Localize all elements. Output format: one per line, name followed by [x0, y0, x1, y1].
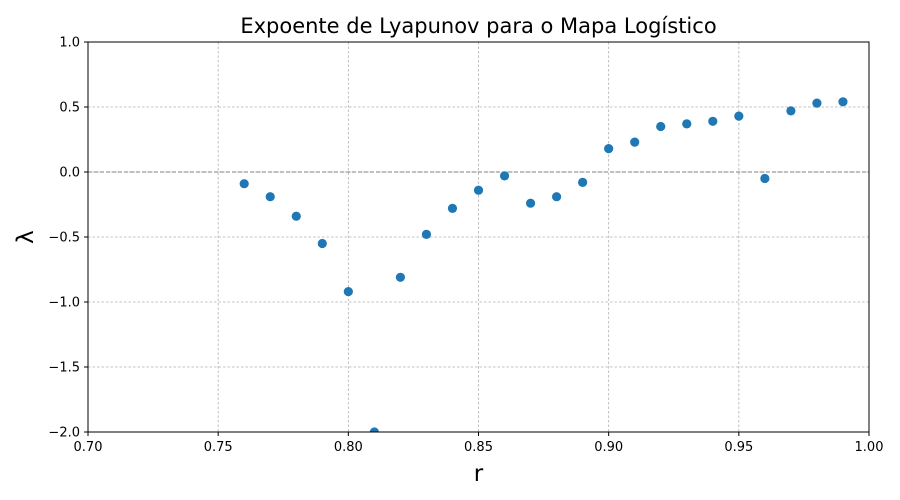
- data-point: [473, 185, 484, 195]
- data-point: [578, 177, 588, 187]
- data-point: [812, 98, 822, 108]
- data-point: [760, 173, 770, 184]
- data-point: [630, 137, 640, 147]
- data-point: [421, 229, 432, 239]
- data-point: [291, 211, 301, 221]
- y-tick-label: −1.5: [48, 361, 80, 376]
- grid: [87, 41, 870, 433]
- x-tick-label: 0.75: [204, 440, 233, 455]
- y-tick-label: 1.0: [59, 36, 80, 51]
- data-point: [708, 116, 718, 126]
- x-tick-label: 0.70: [74, 440, 103, 455]
- y-tick-label: −2.0: [48, 426, 80, 441]
- chart-title: Expoente de Lyapunov para o Mapa Logísti…: [240, 14, 716, 38]
- data-point: [317, 238, 327, 249]
- data-point: [395, 272, 405, 282]
- data-point: [499, 171, 510, 181]
- data-point: [343, 287, 353, 297]
- y-axis-ticks: 1.0 0.5 0.0 −0.5 −1.0 −1.5 −2.0: [48, 36, 88, 441]
- data-point: [265, 192, 275, 202]
- data-point: [838, 97, 848, 107]
- y-axis-label: λ: [13, 230, 39, 244]
- y-tick-label: −1.0: [48, 296, 80, 311]
- x-tick-label: 1.00: [855, 440, 884, 455]
- data-point: [734, 111, 744, 121]
- x-tick-label: 0.95: [724, 440, 753, 455]
- data-point: [604, 144, 614, 154]
- data-point: [656, 121, 666, 132]
- x-tick-label: 0.80: [334, 440, 363, 455]
- y-tick-label: 0.0: [59, 166, 80, 181]
- data-point: [552, 192, 562, 202]
- x-axis-ticks: 0.70 0.75 0.80 0.85 0.90 0.95 1.00: [74, 432, 884, 455]
- data-points: [239, 97, 848, 432]
- y-tick-label: 0.5: [59, 101, 80, 116]
- x-tick-label: 0.85: [464, 440, 493, 455]
- data-point: [786, 106, 796, 116]
- x-axis-label: r: [474, 461, 484, 487]
- y-tick-label: −0.5: [48, 231, 80, 246]
- x-tick-label: 0.90: [594, 440, 623, 455]
- data-point: [239, 179, 249, 189]
- data-point: [682, 119, 692, 129]
- data-point: [447, 203, 458, 213]
- data-point: [369, 427, 379, 432]
- data-point: [525, 198, 536, 208]
